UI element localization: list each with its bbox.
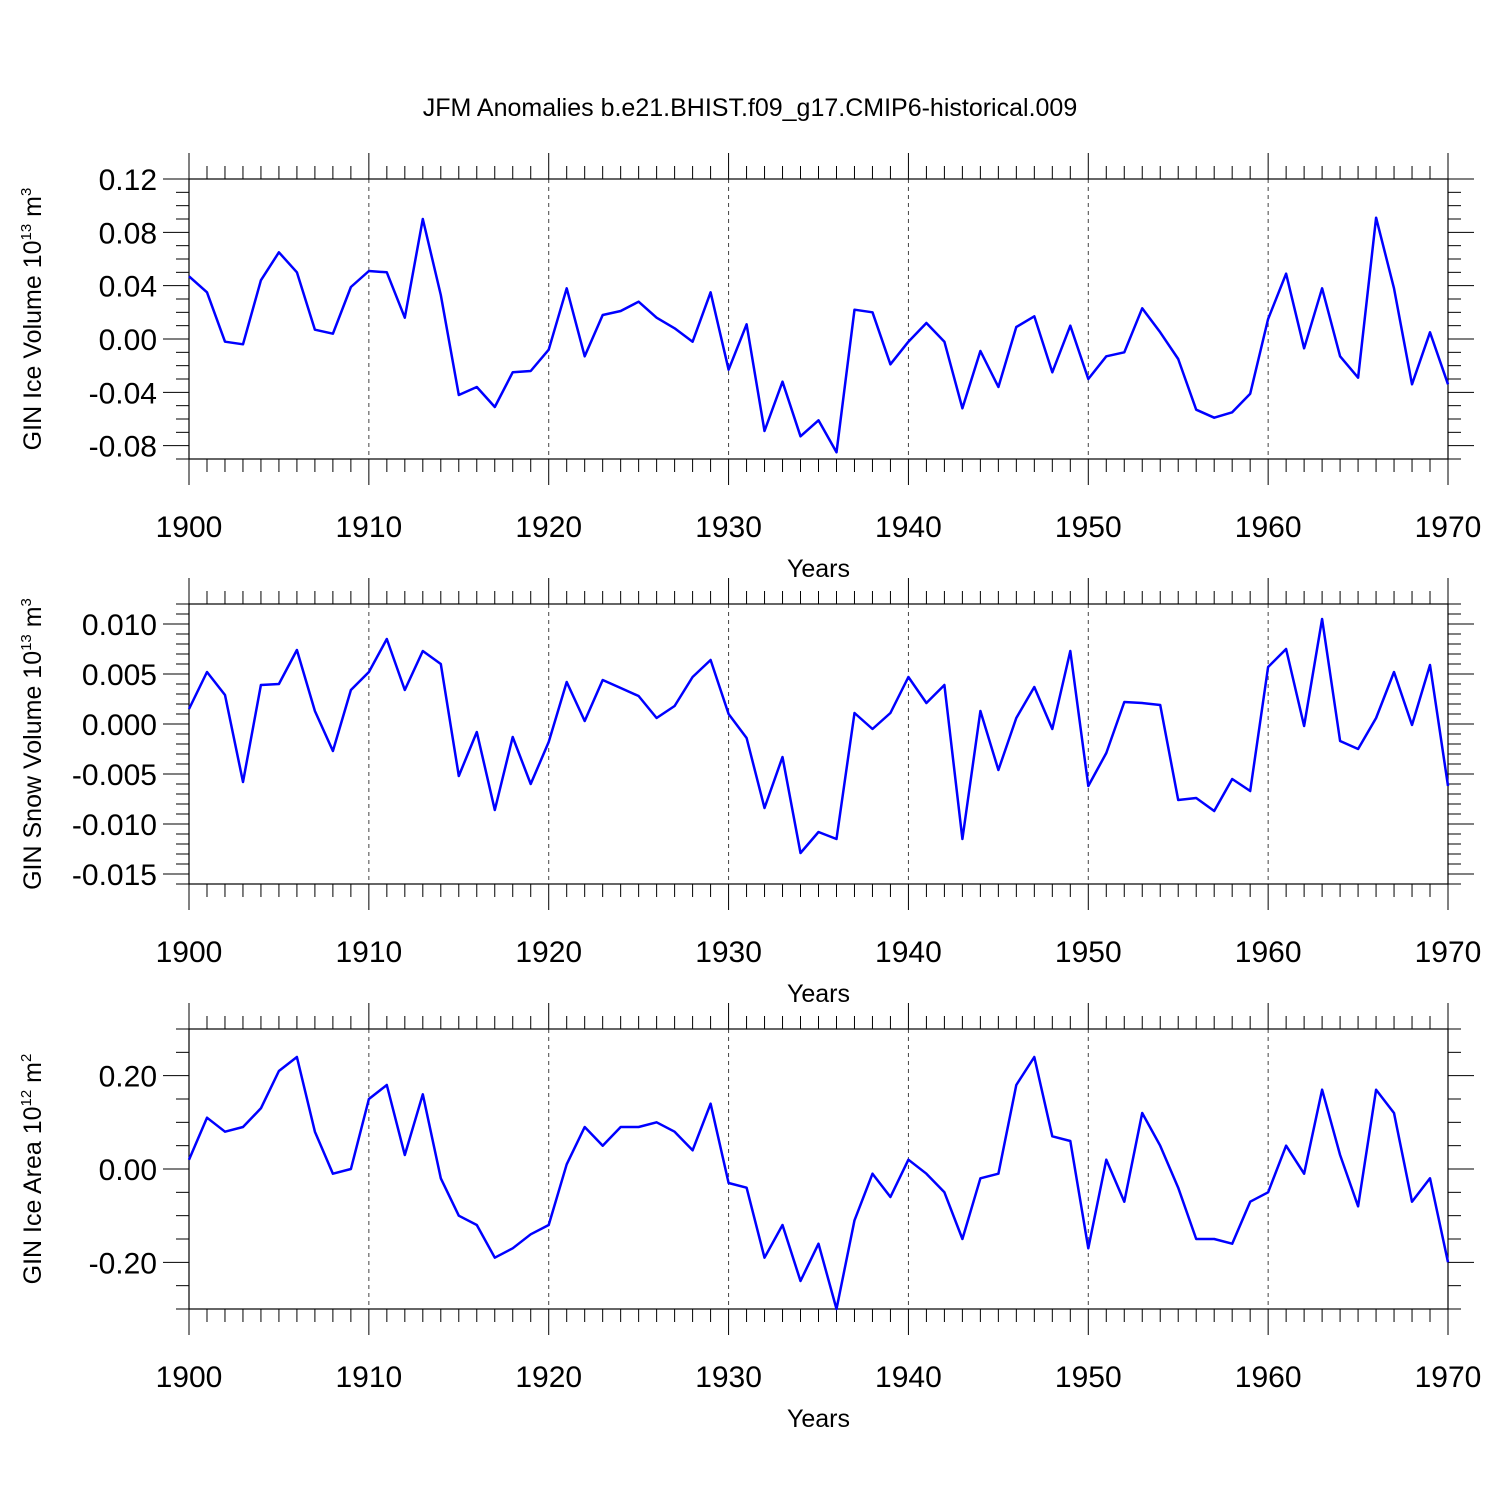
x-tick-label: 1930 <box>695 936 762 969</box>
x-tick-label: 1950 <box>1055 511 1122 544</box>
plot-title: JFM Anomalies b.e21.BHIST.f09_g17.CMIP6-… <box>423 94 1077 122</box>
x-tick-label: 1940 <box>875 936 942 969</box>
series-line-snow-volume <box>187 617 1450 855</box>
x-axis-title: Years <box>787 555 850 583</box>
y-tick-label: -0.04 <box>89 377 157 410</box>
x-tick-label: 1940 <box>875 511 942 544</box>
y-axis-title: GIN Ice Area 1012 m2 <box>18 1054 47 1285</box>
x-tick-label: 1900 <box>156 511 223 544</box>
plot-frame <box>188 178 1449 460</box>
x-tick-label: 1960 <box>1235 511 1302 544</box>
panel-ice-volume: -0.08 -0.04 0.00 0.04 0.08 0.12 1900 1910 1920 19… <box>18 153 1481 583</box>
panels: -0.08 -0.04 0.00 0.04 0.08 0.12 1900 1910 1920 19… <box>18 153 1481 1433</box>
y-tick-label: 0.00 <box>99 1154 157 1187</box>
series-line-ice-area <box>187 1055 1450 1311</box>
plot-frame <box>188 1028 1449 1310</box>
y-tick-label: -0.08 <box>89 431 157 464</box>
x-tick-label: 1950 <box>1055 936 1122 969</box>
y-tick-label: 0.000 <box>82 709 157 742</box>
y-tick-label: 0.04 <box>99 271 157 304</box>
x-tick-label: 1950 <box>1055 1361 1122 1394</box>
y-tick-label: 0.010 <box>82 609 157 642</box>
y-tick-label: 0.12 <box>99 164 157 197</box>
x-tick-label: 1970 <box>1415 936 1482 969</box>
series-line-ice-volume <box>188 216 1450 454</box>
y-tick-label: -0.20 <box>89 1247 157 1280</box>
y-tick-label: -0.015 <box>72 859 157 892</box>
x-tick-label: 1900 <box>156 936 223 969</box>
x-tick-label: 1900 <box>156 1361 223 1394</box>
panel-snow-volume: -0.015 -0.010 -0.005 0.000 0.005 0.010 1900 191… <box>18 578 1481 1008</box>
plot-frame <box>188 603 1449 885</box>
x-tick-label: 1960 <box>1235 936 1302 969</box>
x-tick-label: 1920 <box>515 511 582 544</box>
x-tick-label: 1970 <box>1415 511 1482 544</box>
y-tick-label: 0.00 <box>99 324 157 357</box>
x-tick-label: 1910 <box>335 511 402 544</box>
y-axis-title: GIN Ice Volume 1013 m3 <box>18 188 47 451</box>
x-tick-label: 1920 <box>515 1361 582 1394</box>
x-axis-title: Years <box>787 1405 850 1433</box>
x-tick-label: 1910 <box>335 936 402 969</box>
y-tick-label: 0.20 <box>99 1061 157 1094</box>
x-tick-label: 1910 <box>335 1361 402 1394</box>
x-tick-label: 1970 <box>1415 1361 1482 1394</box>
x-tick-label: 1940 <box>875 1361 942 1394</box>
y-axis-title: GIN Snow Volume 1013 m3 <box>18 598 47 890</box>
x-tick-label: 1920 <box>515 936 582 969</box>
x-tick-label: 1930 <box>695 1361 762 1394</box>
y-tick-label: -0.010 <box>72 809 157 842</box>
y-tick-label: 0.08 <box>99 217 157 250</box>
panel-ice-area: -0.20 0.00 0.20 1900 1910 1920 1930 1940 1950 196… <box>18 1003 1481 1433</box>
y-tick-label: 0.005 <box>82 659 157 692</box>
x-tick-label: 1960 <box>1235 1361 1302 1394</box>
x-tick-label: 1930 <box>695 511 762 544</box>
x-axis-title: Years <box>787 980 850 1008</box>
y-tick-label: -0.005 <box>72 759 157 792</box>
